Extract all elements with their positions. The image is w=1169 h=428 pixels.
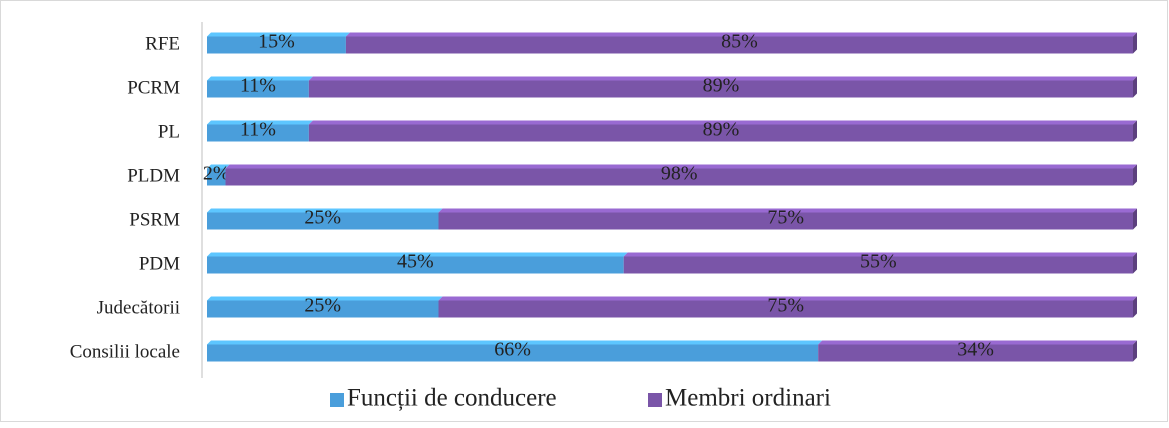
- data-label: 2%: [203, 163, 230, 185]
- data-label: 98%: [661, 163, 698, 185]
- bar-side: [1133, 120, 1137, 142]
- bar: [207, 212, 439, 230]
- bar-top: [438, 208, 1137, 213]
- bar: [308, 80, 1133, 98]
- bar: [623, 256, 1133, 274]
- bar-side: [1133, 296, 1137, 318]
- legend-swatch: [330, 393, 344, 407]
- bar: [207, 36, 346, 54]
- data-label: 89%: [703, 75, 740, 97]
- bar: [207, 80, 309, 98]
- bar: [818, 344, 1133, 362]
- legend-label: Membri ordinari: [665, 385, 831, 412]
- data-label: 34%: [957, 339, 994, 361]
- bar: [207, 124, 309, 142]
- category-label: PLDM: [127, 165, 180, 186]
- bar-top: [207, 32, 350, 37]
- category-label: Consilii locale: [70, 341, 180, 362]
- bar-side: [1133, 252, 1137, 274]
- data-label: 11%: [240, 119, 276, 141]
- legend-label: Funcții de conducere: [347, 385, 557, 412]
- bar: [438, 212, 1133, 230]
- data-label: 25%: [304, 295, 341, 317]
- bar-top: [207, 340, 823, 345]
- data-label: 85%: [721, 31, 758, 53]
- data-label: 15%: [258, 31, 295, 53]
- bar-top: [207, 76, 313, 81]
- bar: [207, 344, 819, 362]
- bar-side: [1133, 32, 1137, 54]
- bar-top: [207, 296, 443, 301]
- bar: [308, 124, 1133, 142]
- bar: [207, 300, 439, 318]
- bar: [207, 256, 624, 274]
- bar: [225, 168, 1133, 186]
- category-label: PSRM: [129, 209, 180, 230]
- bar-top: [207, 252, 628, 257]
- category-label: PDM: [139, 253, 180, 274]
- legend-swatch: [648, 393, 662, 407]
- data-label: 11%: [240, 75, 276, 97]
- bar-top: [225, 164, 1137, 169]
- data-label: 25%: [304, 207, 341, 229]
- bar-side: [1133, 76, 1137, 98]
- category-label: PL: [158, 121, 180, 142]
- bar-top: [308, 120, 1137, 125]
- data-label: 89%: [703, 119, 740, 141]
- bar-top: [623, 252, 1137, 257]
- category-label: Judecătorii: [97, 297, 180, 318]
- bar-top: [308, 76, 1137, 81]
- bar-top: [207, 208, 443, 213]
- data-label: 55%: [860, 251, 897, 273]
- bar-top: [818, 340, 1137, 345]
- category-label: RFE: [145, 33, 180, 54]
- data-label: 45%: [397, 251, 434, 273]
- bar-top: [345, 32, 1137, 37]
- bar-top: [438, 296, 1137, 301]
- bar-side: [1133, 340, 1137, 362]
- bar-top: [207, 164, 230, 169]
- data-label: 75%: [767, 207, 804, 229]
- data-label: 66%: [494, 339, 531, 361]
- bar: [438, 300, 1133, 318]
- data-label: 75%: [767, 295, 804, 317]
- bar: [345, 36, 1133, 54]
- bar: [207, 168, 226, 186]
- bar-side: [1133, 164, 1137, 186]
- bar-side: [1133, 208, 1137, 230]
- category-label: PCRM: [127, 77, 180, 98]
- bar-top: [207, 120, 313, 125]
